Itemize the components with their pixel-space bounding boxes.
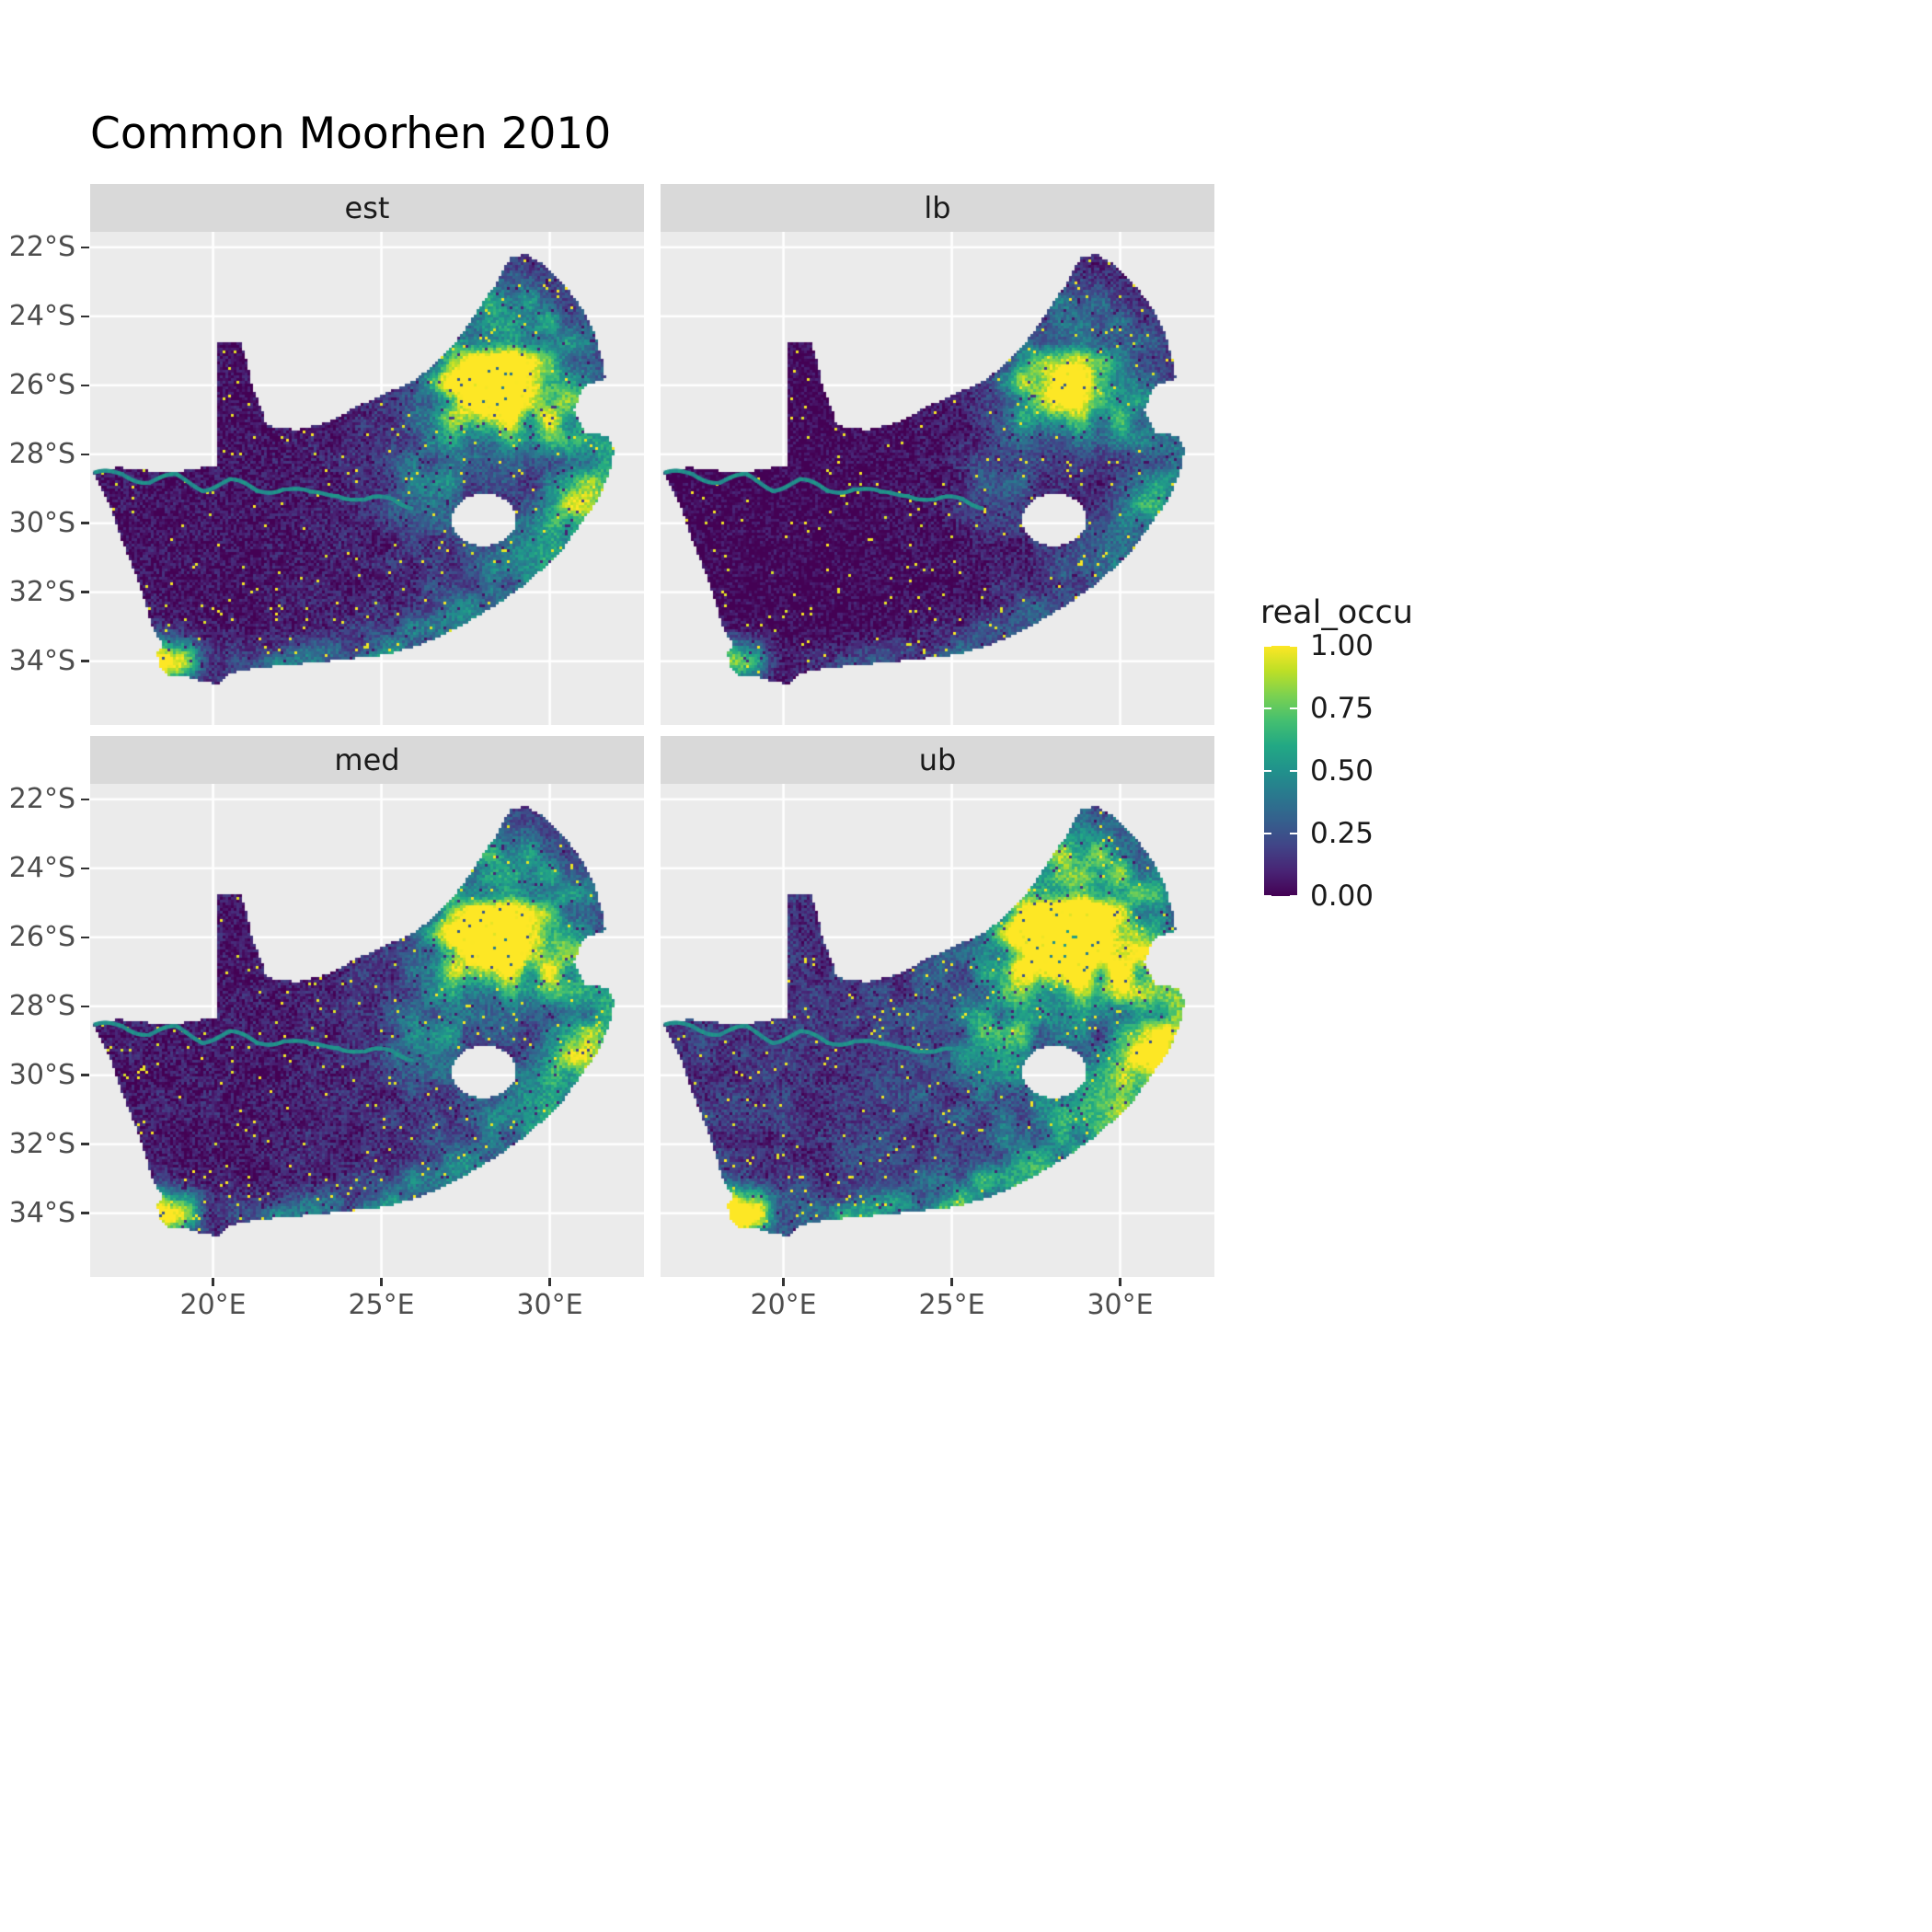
legend-tickmark	[1290, 894, 1297, 898]
y-axis-tick	[81, 453, 89, 455]
x-axis-label: 20°E	[179, 1289, 247, 1321]
map-panel-lb	[661, 232, 1214, 725]
legend-tick-label: 0.00	[1310, 880, 1374, 913]
y-axis-tick	[81, 660, 89, 662]
y-axis-label: 28°S	[8, 437, 75, 470]
map-panel-ub	[661, 784, 1214, 1277]
y-axis-label: 30°S	[8, 1058, 75, 1091]
legend-tickmark	[1264, 769, 1271, 773]
y-axis-label: 26°S	[8, 920, 75, 953]
facet-strip-label-lb: lb	[924, 190, 951, 225]
x-axis-tick	[548, 1278, 551, 1286]
y-axis-tick	[81, 1005, 89, 1007]
x-axis-label: 30°E	[1087, 1289, 1154, 1321]
y-axis-tick	[81, 798, 89, 801]
y-axis-label: 30°S	[8, 506, 75, 539]
plot-title: Common Moorhen 2010	[90, 109, 612, 159]
y-axis-tick	[81, 867, 89, 870]
facet-strip-est: est	[90, 184, 644, 232]
x-axis-tick	[380, 1278, 383, 1286]
x-axis-tick	[782, 1278, 785, 1286]
y-axis-label: 24°S	[8, 299, 75, 332]
legend-tickmark	[1290, 832, 1297, 835]
legend-tickmark	[1290, 644, 1297, 648]
y-axis-tick	[81, 1074, 89, 1076]
x-axis-label: 25°E	[918, 1289, 985, 1321]
y-axis-tick	[81, 1143, 89, 1145]
x-axis-label: 25°E	[348, 1289, 415, 1321]
facet-strip-label-med: med	[334, 742, 400, 777]
y-axis-tick	[81, 246, 89, 249]
map-panel-est	[90, 232, 644, 725]
map-panel-med	[90, 784, 644, 1277]
legend-title: real_occu	[1260, 594, 1413, 631]
y-axis-label: 34°S	[8, 644, 75, 677]
facet-strip-label-est: est	[344, 190, 390, 225]
facet-strip-lb: lb	[661, 184, 1214, 232]
facet-strip-ub: ub	[661, 736, 1214, 784]
legend-tickmark	[1290, 707, 1297, 710]
y-axis-label: 22°S	[8, 230, 75, 263]
legend: real_occu 1.00 0.75 0.50 0.25 0.00	[1259, 594, 1489, 981]
legend-tickmark	[1264, 894, 1271, 898]
y-axis-label: 28°S	[8, 989, 75, 1022]
x-axis-tick	[212, 1278, 214, 1286]
y-axis-label: 34°S	[8, 1196, 75, 1229]
legend-tick-label: 0.25	[1310, 817, 1374, 850]
y-axis-tick	[81, 315, 89, 318]
y-axis-label: 32°S	[8, 575, 75, 608]
legend-tickmark	[1264, 832, 1271, 835]
x-axis-label: 30°E	[516, 1289, 583, 1321]
y-axis-tick	[81, 384, 89, 387]
legend-tickmark	[1264, 707, 1271, 710]
legend-tickmark	[1264, 644, 1271, 648]
y-axis-tick	[81, 522, 89, 524]
y-axis-label: 22°S	[8, 782, 75, 815]
y-axis-label: 24°S	[8, 851, 75, 884]
y-axis-tick	[81, 591, 89, 593]
y-axis-tick	[81, 1212, 89, 1214]
facet-strip-label-ub: ub	[918, 742, 957, 777]
legend-tick-label: 0.50	[1310, 754, 1374, 788]
legend-tick-label: 0.75	[1310, 692, 1374, 725]
y-axis-label: 32°S	[8, 1127, 75, 1160]
y-axis-label: 26°S	[8, 368, 75, 401]
x-axis-tick	[1119, 1278, 1121, 1286]
x-axis-tick	[950, 1278, 953, 1286]
x-axis-label: 20°E	[750, 1289, 817, 1321]
legend-tickmark	[1290, 769, 1297, 773]
y-axis-tick	[81, 936, 89, 939]
facet-strip-med: med	[90, 736, 644, 784]
legend-tick-label: 1.00	[1310, 629, 1374, 662]
